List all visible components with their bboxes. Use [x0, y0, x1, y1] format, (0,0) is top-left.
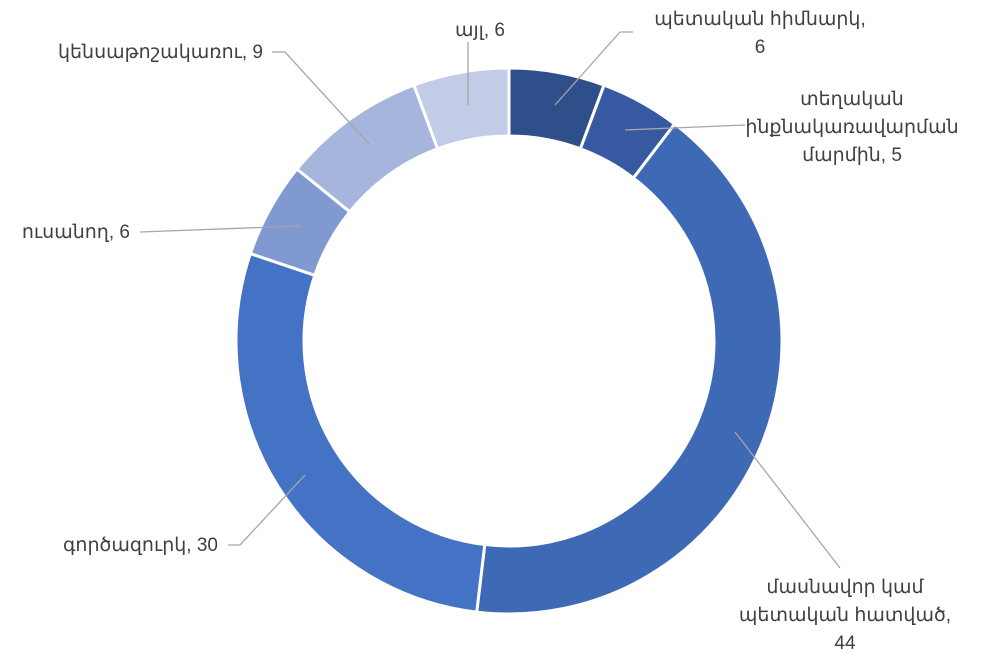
data-value: 6: [119, 222, 130, 243]
donut-segment: [412, 66, 511, 151]
leader-line: [734, 431, 841, 569]
label-line: այլ,: [455, 20, 494, 41]
data-value: 30: [197, 535, 218, 556]
data-label: պետական հիմնարկ, 6: [654, 9, 865, 58]
leader-line: [139, 225, 301, 233]
donut-segment: [234, 251, 487, 614]
data-value: 6: [755, 37, 766, 58]
data-label: գործազուրկ, 30: [63, 535, 218, 556]
data-label: այլ, 6: [455, 20, 505, 41]
data-label: տեղական ինքնակառավարման մարմին, 5: [745, 89, 958, 166]
data-label: կենսաթոշակառու, 9: [58, 42, 263, 63]
label-line: մարմին,: [802, 145, 891, 166]
data-value: 9: [252, 42, 263, 63]
leader-line: [228, 474, 306, 546]
label-line: պետական հատված,: [739, 605, 951, 626]
label-line: մասնավոր կամ: [766, 577, 924, 598]
label-line: տեղական: [800, 89, 904, 110]
donut-segment: [475, 121, 784, 616]
data-value: 44: [834, 633, 856, 654]
label-line: գործազուրկ,: [63, 535, 197, 556]
leader-line: [554, 31, 633, 106]
label-line: կենսաթոշակառու,: [58, 42, 252, 63]
label-line: ուսանող,: [22, 222, 120, 243]
data-value: 5: [891, 145, 902, 166]
data-label: ուսանող, 6: [22, 222, 130, 243]
label-line: պետական հիմնարկ,: [654, 9, 865, 30]
data-value: 6: [494, 20, 505, 41]
data-label: մասնավոր կամ պետական հատված, 44: [739, 577, 951, 654]
leader-line: [624, 124, 746, 131]
leader-line: [272, 51, 371, 146]
label-line: ինքնակառավարման: [745, 117, 958, 138]
